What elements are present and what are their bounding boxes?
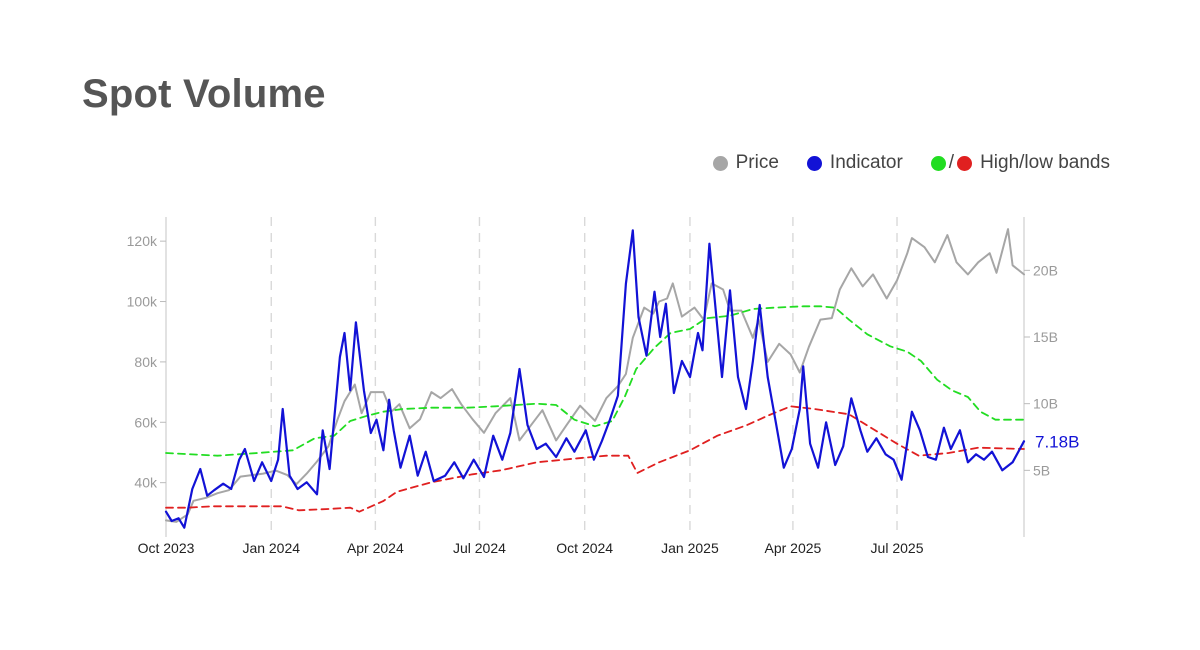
legend-item-price[interactable]: Price [712, 152, 779, 174]
indicator-legend-dot [806, 155, 822, 171]
x-tick-label: Jan 2025 [661, 540, 719, 556]
price-line [165, 228, 1025, 523]
low-band-legend-dot [957, 155, 973, 171]
legend-item-indicator[interactable]: Indicator [806, 152, 903, 174]
price-legend-dot [712, 155, 728, 171]
legend-item-bands[interactable]: / High/low bands [930, 152, 1110, 174]
x-tick-label: Oct 2024 [556, 540, 613, 556]
chart-legend: Price Indicator / High/low bands [685, 152, 1110, 174]
x-tick-label: Oct 2023 [138, 540, 195, 556]
x-tick-label: Apr 2024 [347, 540, 404, 556]
right-tick-label: 5B [1033, 462, 1050, 478]
low-band-line [165, 405, 1025, 513]
left-tick-label: 80k [134, 354, 158, 370]
legend-label-price: Price [735, 152, 779, 173]
x-tick-label: Apr 2025 [764, 540, 821, 556]
left-tick-label: 100k [127, 294, 158, 310]
last-value-label: 7.18B [1035, 432, 1079, 451]
left-tick-label: 120k [127, 233, 158, 249]
legend-slash: / [948, 152, 955, 173]
legend-label-indicator: Indicator [829, 152, 903, 173]
x-tick-label: Jul 2024 [453, 540, 506, 556]
right-tick-label: 20B [1033, 262, 1058, 278]
x-tick-label: Jan 2024 [242, 540, 300, 556]
right-tick-label: 15B [1033, 329, 1058, 345]
indicator-line [164, 229, 1026, 529]
left-tick-label: 40k [134, 475, 158, 491]
axis-layer: Oct 2023 Jan 2024 Apr 2024 Jul 2024 Oct 2024… [127, 217, 1058, 556]
high-band-line [165, 305, 1025, 457]
high-band-legend-dot [930, 155, 946, 171]
label-layer: 7.18B [1035, 432, 1079, 451]
series-layer [164, 228, 1026, 529]
x-tick-label: Jul 2025 [871, 540, 924, 556]
right-tick-label: 10B [1033, 396, 1058, 412]
left-tick-label: 60k [134, 414, 158, 430]
page-title: Spot Volume [82, 72, 326, 116]
legend-label-bands: High/low bands [980, 152, 1110, 173]
